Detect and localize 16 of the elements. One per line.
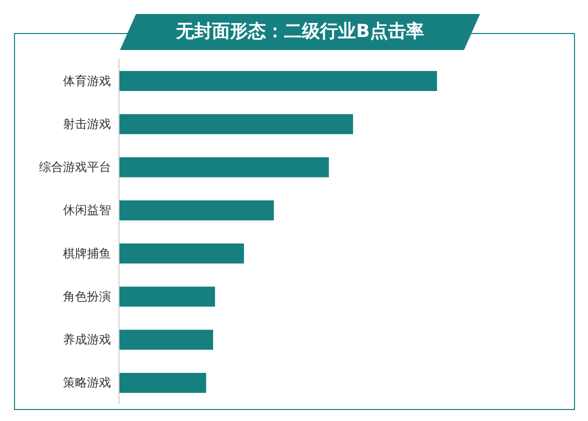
- bar: [119, 200, 274, 220]
- y-tick-label: 养成游戏: [63, 332, 111, 347]
- bar: [119, 71, 437, 91]
- bar: [119, 114, 354, 134]
- bar: [119, 244, 244, 264]
- y-tick-label: 角色扮演: [63, 289, 111, 304]
- y-tick-label: 棋牌捕鱼: [63, 246, 111, 260]
- bar: [119, 157, 329, 178]
- y-tick-label: 射击游戏: [63, 116, 111, 131]
- bar: [119, 372, 206, 393]
- y-tick-label: 体育游戏: [63, 74, 111, 88]
- y-tick-label: 综合游戏平台: [39, 160, 111, 174]
- y-tick-label: 休闲益智: [63, 203, 111, 218]
- y-tick-label: 策略游戏: [63, 376, 111, 390]
- bar: [119, 286, 216, 307]
- bar: [119, 330, 214, 350]
